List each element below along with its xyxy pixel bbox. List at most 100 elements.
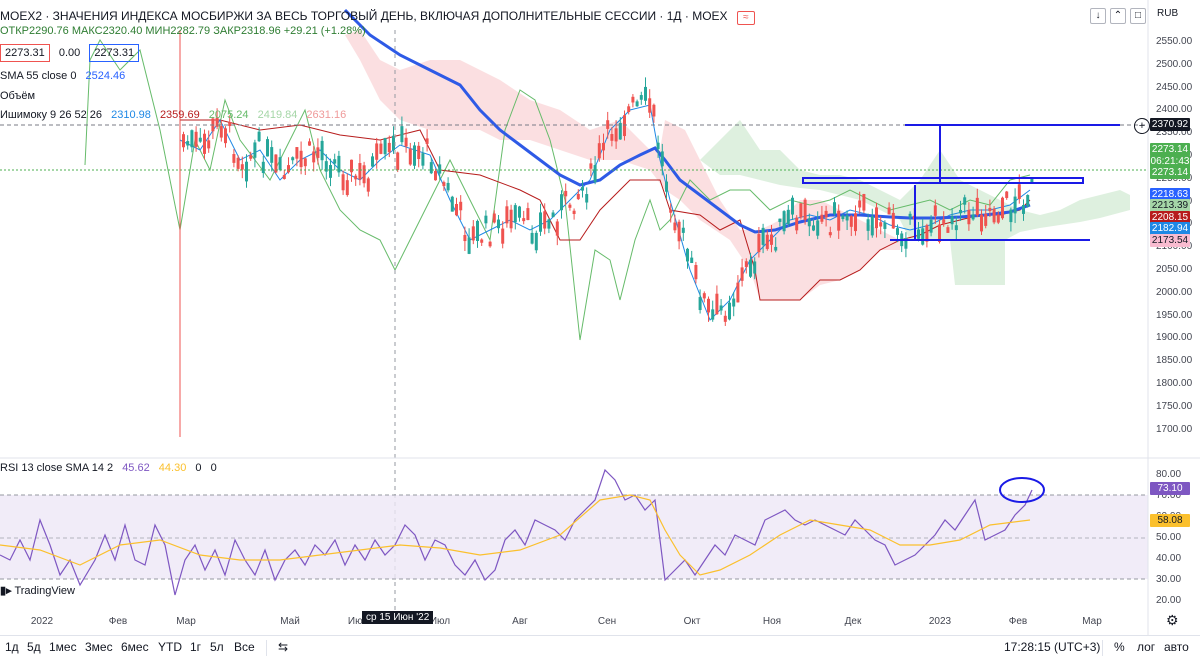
ichimoku-legend[interactable]: Ишимоку 9 26 52 26 2310.98 2359.69 2075.… <box>0 107 352 123</box>
candle-body <box>1017 184 1021 199</box>
candle-body <box>497 219 500 229</box>
rsi-legend[interactable]: RSI 13 close SMA 14 2 45.62 44.30 0 0 <box>0 460 223 476</box>
rsi-band <box>0 495 1148 579</box>
candle-body <box>387 142 391 153</box>
candle-body <box>413 145 416 166</box>
collapse-icon[interactable]: ⌃ <box>1110 8 1126 24</box>
candle-body <box>383 138 387 155</box>
candle-body <box>287 165 290 173</box>
candle-body <box>320 140 324 161</box>
user-drawings[interactable] <box>802 124 1120 241</box>
settings-gear-icon[interactable]: ⚙ <box>1166 612 1179 628</box>
rsi-tick-label: 80.00 <box>1156 469 1182 480</box>
time-tick-label: Мар <box>176 616 196 627</box>
candle-body <box>1026 195 1030 207</box>
auto-toggle[interactable]: авто <box>1164 640 1189 654</box>
ichimoku-v2: 2359.69 <box>159 109 200 121</box>
candle-body <box>954 225 958 231</box>
candle-body <box>749 259 752 277</box>
rsi-tick-label: 70.00 <box>1156 490 1182 501</box>
range-button[interactable]: 1мес <box>49 640 77 654</box>
volume-legend[interactable]: Объём <box>0 88 41 104</box>
symbol-title[interactable]: MOEX2 · ЗНАЧЕНИЯ ИНДЕКСА МОСБИРЖИ ЗА ВЕС… <box>0 9 728 23</box>
candle-body <box>698 297 702 311</box>
candle-body <box>1005 191 1009 198</box>
candle-body <box>245 161 248 182</box>
range-button[interactable]: 1д <box>5 640 19 654</box>
candle-body <box>408 148 412 165</box>
tag-base: 2208.15 <box>1150 211 1190 224</box>
price-tick-label: 1700.00 <box>1156 423 1193 435</box>
range-button[interactable]: 5л <box>210 640 224 654</box>
candle-body <box>329 165 332 178</box>
candle-body <box>434 171 437 181</box>
approx-icon[interactable]: ≈ <box>736 11 755 25</box>
candle-body <box>765 234 769 249</box>
candle-body <box>530 232 534 244</box>
log-toggle[interactable]: лог <box>1137 640 1156 654</box>
candle-body <box>648 98 652 113</box>
tag-target: 2370.92 <box>1150 118 1190 131</box>
range-button[interactable]: 6мес <box>121 640 149 654</box>
candle-body <box>816 220 820 236</box>
candle-body <box>463 235 467 242</box>
range-button[interactable]: YTD <box>158 640 182 654</box>
candle-body <box>446 182 450 191</box>
candle-body <box>778 218 782 222</box>
candle-body <box>774 246 778 251</box>
range-button[interactable]: 1г <box>190 640 202 654</box>
candle-body <box>337 155 341 173</box>
buy-price[interactable]: 2273.31 <box>89 44 140 62</box>
candle-body <box>891 212 895 229</box>
range-button[interactable]: 3мес <box>85 640 113 654</box>
tradingview-logo[interactable]: ▮▸ TradingView <box>0 584 75 597</box>
candle-body <box>723 315 727 322</box>
candle-body <box>870 216 874 236</box>
candle-body <box>812 225 815 231</box>
candle-body <box>224 128 227 144</box>
candle-body <box>471 226 475 241</box>
candle-body <box>833 202 836 214</box>
candle-body <box>228 122 232 127</box>
clock[interactable]: 17:28:15 (UTC+3) <box>1004 640 1101 654</box>
candle-body <box>820 214 824 222</box>
sma-legend[interactable]: SMA 55 close 0 2524.46 <box>0 68 131 84</box>
candle-body <box>480 239 484 243</box>
ichimoku-v3: 2075.24 <box>208 109 249 121</box>
tag-span-a: 2213.39 <box>1150 199 1190 212</box>
time-tick-label: Фев <box>108 616 128 627</box>
candle-body <box>509 209 513 229</box>
candle-body <box>303 158 307 167</box>
price-boxes-row: 2273.31 0.00 2273.31 <box>0 44 145 62</box>
candle-body <box>959 209 962 214</box>
candle-body <box>585 194 589 203</box>
add-alert-icon[interactable]: + <box>1134 118 1150 134</box>
percent-toggle[interactable]: % <box>1114 640 1125 654</box>
currency-label[interactable]: RUB <box>1157 8 1179 19</box>
range-button[interactable]: Все <box>234 640 255 654</box>
candle-body <box>354 175 358 180</box>
price-tick-label: 1900.00 <box>1156 332 1193 344</box>
maximize-icon[interactable]: □ <box>1130 8 1146 24</box>
candle-body <box>194 131 198 147</box>
candle-body <box>984 213 988 226</box>
candle-body <box>732 298 736 307</box>
candle-body <box>677 221 681 242</box>
candle-body <box>669 209 673 213</box>
price-tick-label: 2550.00 <box>1156 36 1193 47</box>
candle-body <box>942 219 946 225</box>
candle-body <box>459 201 463 211</box>
move-down-icon[interactable]: ↓ <box>1090 8 1106 24</box>
candle-body <box>996 214 1000 223</box>
rsi-sma-line <box>0 494 1031 576</box>
candle-body <box>236 157 240 169</box>
time-tick-label: Ноя <box>762 616 782 627</box>
date-range-icon[interactable]: ⇆ <box>278 640 289 654</box>
candle-body <box>807 218 811 227</box>
candle-body <box>786 209 790 224</box>
candle-body <box>770 234 773 245</box>
range-button[interactable]: 5д <box>27 640 41 654</box>
sell-price[interactable]: 2273.31 <box>0 44 50 62</box>
candle-body <box>576 193 580 200</box>
